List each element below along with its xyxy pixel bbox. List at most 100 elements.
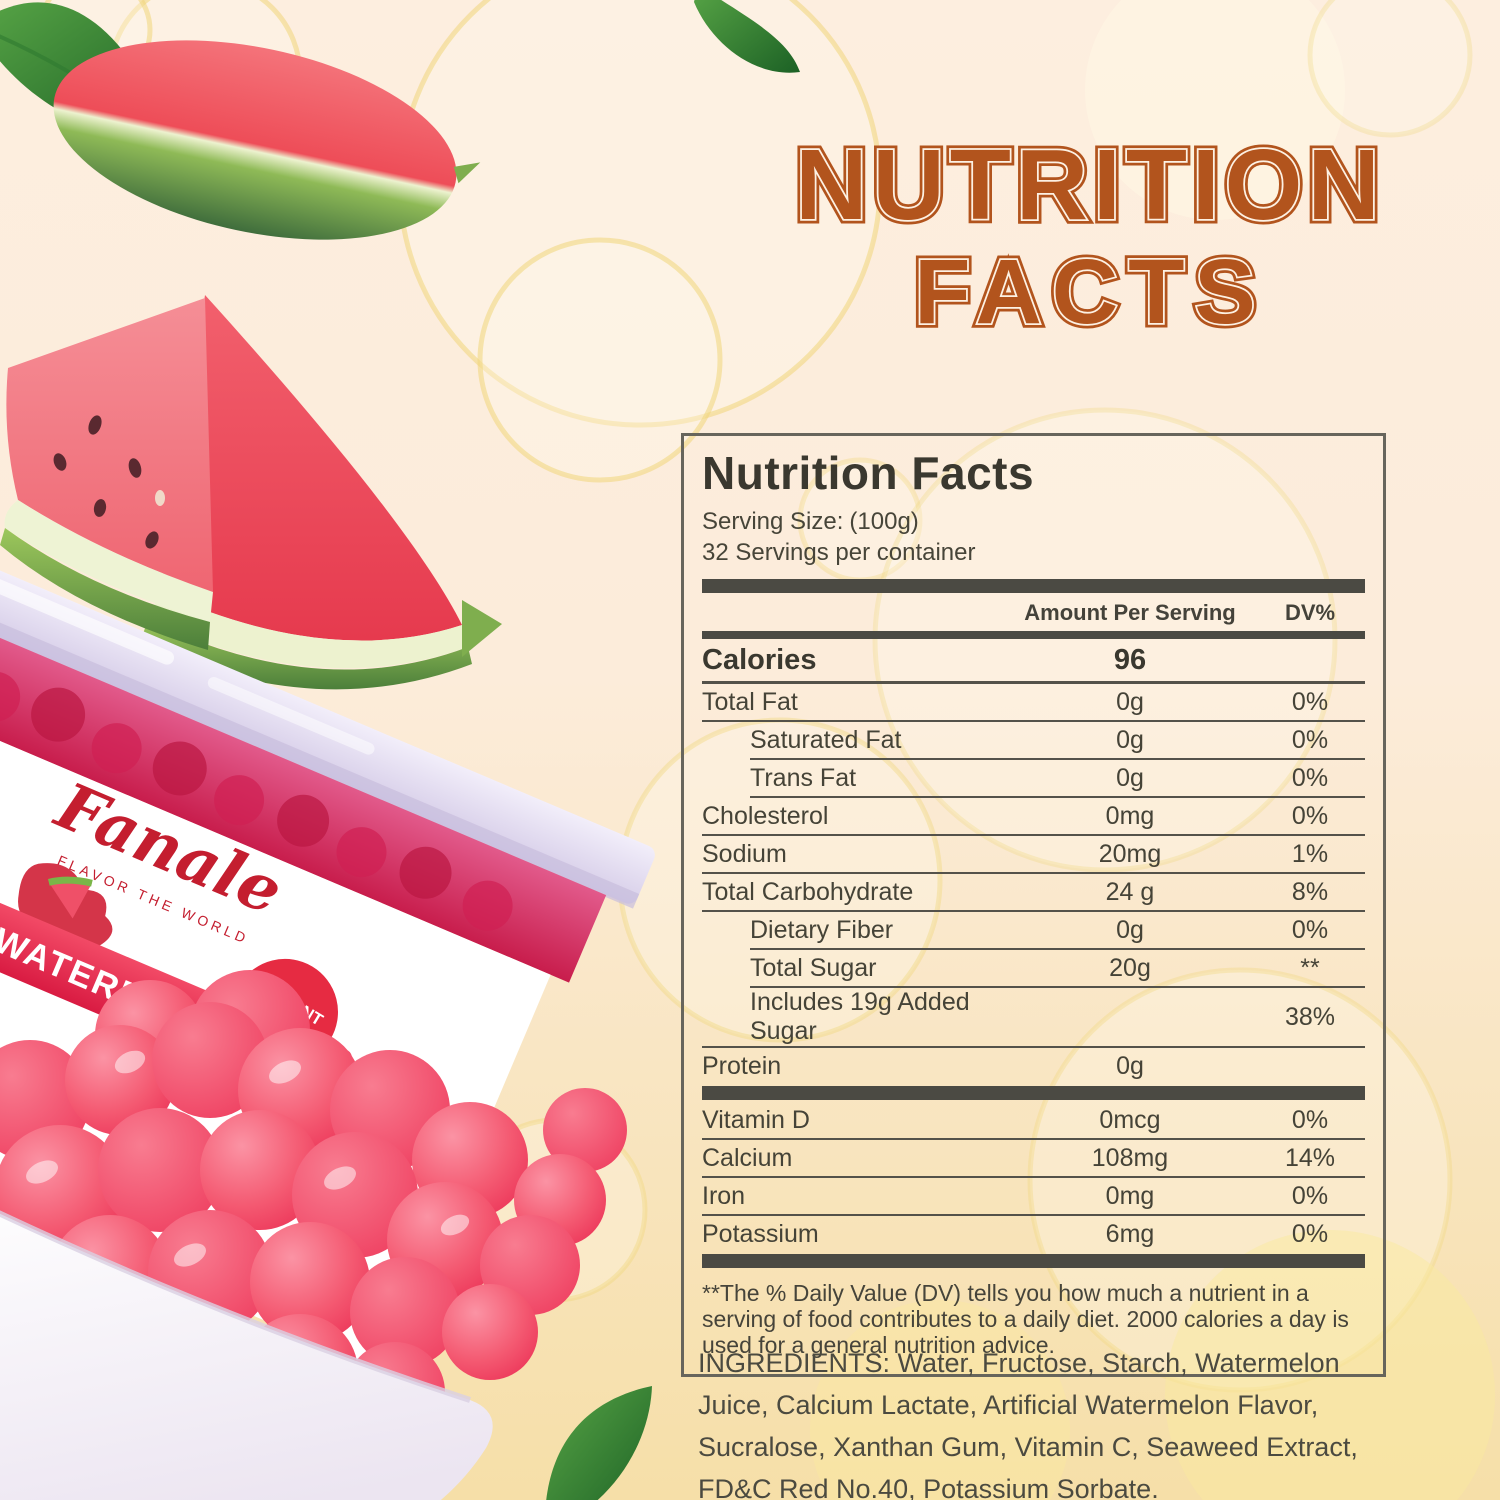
row-dv: 0% bbox=[1291, 1105, 1329, 1134]
flavor-band: WATERMELON bbox=[0, 852, 352, 1110]
container-label bbox=[0, 689, 551, 1371]
serving-size-label: Serving Size: bbox=[702, 508, 844, 535]
row-label: Total Sugar bbox=[750, 953, 877, 982]
row-amount: 0mcg bbox=[1099, 1105, 1161, 1134]
row-dv: 8% bbox=[1291, 877, 1329, 906]
row-dv: 0% bbox=[1291, 1219, 1329, 1248]
divider-rule bbox=[702, 872, 1365, 874]
nutrition-row: Vitamin D 0mcg 0% bbox=[702, 1102, 1365, 1138]
page-title: NUTRITION FACTS bbox=[690, 128, 1490, 345]
divider-rule bbox=[702, 1138, 1365, 1140]
leaf-icon bbox=[546, 1386, 652, 1500]
row-label: Iron bbox=[702, 1181, 746, 1210]
row-amount: 0mg bbox=[1105, 801, 1155, 830]
leaf-icon bbox=[694, 0, 800, 73]
nutrition-row: Total Sugar 20g ** bbox=[702, 950, 1365, 986]
watermelon-wedge-icon bbox=[0, 298, 214, 650]
nutrition-row: Iron 0mg 0% bbox=[702, 1178, 1365, 1214]
row-amount: 0g bbox=[1116, 725, 1144, 754]
panel-title: Nutrition Facts bbox=[702, 447, 1035, 499]
row-amount: 0g bbox=[1116, 1051, 1144, 1080]
bowl-image bbox=[0, 1210, 493, 1500]
nutrition-row: Dietary Fiber 0g 0% bbox=[702, 912, 1365, 948]
calories-label: Calories bbox=[702, 643, 817, 676]
row-amount: 0g bbox=[1116, 763, 1144, 792]
divider-rule bbox=[702, 720, 1365, 722]
watermelon-slice-icon bbox=[53, 40, 481, 240]
row-amount: 0g bbox=[1116, 915, 1144, 944]
row-dv: 0% bbox=[1291, 915, 1329, 944]
title-line-2: FACTS bbox=[690, 239, 1490, 345]
splash-graphic bbox=[18, 863, 113, 949]
divider-rule bbox=[702, 910, 1365, 912]
row-label: Protein bbox=[702, 1051, 782, 1080]
row-label: Total Fat bbox=[702, 687, 798, 716]
calories-value: 96 bbox=[1113, 643, 1147, 676]
row-amount: 0mg bbox=[1105, 1181, 1155, 1210]
calories-row: Calories 96 bbox=[702, 639, 1365, 681]
boba-under-lid bbox=[0, 602, 607, 983]
divider-bar bbox=[702, 579, 1365, 593]
divider-rule bbox=[702, 1176, 1365, 1178]
nutrition-row: Cholesterol 0mg 0% bbox=[702, 798, 1365, 834]
row-label: Calcium bbox=[702, 1143, 793, 1172]
row-dv: 0% bbox=[1291, 801, 1329, 830]
nutrition-facts-panel: Nutrition Facts Serving Size: (100g) 32 S… bbox=[681, 433, 1386, 1377]
divider-rule bbox=[702, 1046, 1365, 1048]
row-dv: 0% bbox=[1291, 725, 1329, 754]
nutrition-row: Trans Fat 0g 0% bbox=[702, 760, 1365, 796]
instant-topping-badge: INSTANT TOPPING bbox=[227, 954, 342, 1069]
row-amount: 0g bbox=[1116, 687, 1144, 716]
serving-size: Serving Size: (100g) bbox=[702, 507, 1365, 536]
row-label: Vitamin D bbox=[702, 1105, 810, 1134]
divider-bar bbox=[702, 631, 1365, 639]
nutrition-row: Includes 19g Added Sugar 38% bbox=[702, 988, 1365, 1046]
nutrition-row: Protein 0g bbox=[702, 1048, 1365, 1084]
container-lid bbox=[0, 548, 655, 904]
row-amount: 6mg bbox=[1105, 1219, 1155, 1248]
row-dv: 14% bbox=[1284, 1143, 1336, 1172]
row-amount: 108mg bbox=[1091, 1143, 1169, 1172]
badge-text-bottom: TOPPING bbox=[241, 995, 316, 1051]
nutrition-row: Sodium 20mg 1% bbox=[702, 836, 1365, 872]
servings-per-container: 32 Servings per container bbox=[702, 539, 976, 566]
divider-rule bbox=[750, 758, 1365, 760]
row-label: Potassium bbox=[702, 1219, 819, 1248]
serving-size-value: (100g) bbox=[849, 508, 919, 535]
col-amount-header: Amount Per Serving bbox=[1024, 600, 1236, 625]
boba-pearls-image bbox=[0, 970, 627, 1442]
divider-rule bbox=[750, 796, 1365, 798]
row-label: Total Carbohydrate bbox=[702, 877, 914, 906]
row-dv: 0% bbox=[1291, 687, 1329, 716]
brand-logo: Fanale bbox=[44, 768, 293, 930]
row-label: Trans Fat bbox=[750, 763, 857, 792]
row-label: Includes 19g Added Sugar bbox=[750, 988, 970, 1045]
col-dv-header: DV% bbox=[1284, 600, 1336, 625]
column-headers: Amount Per Serving DV% bbox=[702, 593, 1365, 631]
brand-tagline: FLAVOR THE WORLD bbox=[55, 852, 251, 947]
row-dv: 1% bbox=[1291, 839, 1329, 868]
ingredients-text: INGREDIENTS: Water, Fructose, Starch, Wa… bbox=[698, 1348, 1358, 1500]
product-container: Fanale FLAVOR THE WORLD WATERMELON INSTA… bbox=[0, 548, 655, 1371]
divider-bar bbox=[702, 1086, 1365, 1100]
leaf-icon bbox=[0, 2, 172, 142]
row-dv: ** bbox=[1300, 953, 1320, 982]
flavor-name: WATERMELON bbox=[0, 921, 252, 1062]
nutrition-row: Total Carbohydrate 24 g 8% bbox=[702, 874, 1365, 910]
watermelon-seeds bbox=[53, 415, 165, 549]
row-label: Cholesterol bbox=[702, 801, 829, 830]
nutrition-row: Calcium 108mg 14% bbox=[702, 1140, 1365, 1176]
row-label: Saturated Fat bbox=[750, 725, 902, 754]
divider-rule bbox=[750, 948, 1365, 950]
divider-rule bbox=[702, 681, 1365, 684]
nutrition-row: Total Fat 0g 0% bbox=[702, 684, 1365, 720]
divider-bar bbox=[702, 1254, 1365, 1268]
row-amount: 20g bbox=[1109, 953, 1151, 982]
row-dv: 0% bbox=[1291, 1181, 1329, 1210]
row-label: Dietary Fiber bbox=[750, 915, 894, 944]
row-dv: 38% bbox=[1284, 1002, 1336, 1031]
divider-rule bbox=[750, 986, 1365, 988]
divider-rule bbox=[702, 834, 1365, 836]
divider-rule bbox=[702, 1214, 1365, 1216]
